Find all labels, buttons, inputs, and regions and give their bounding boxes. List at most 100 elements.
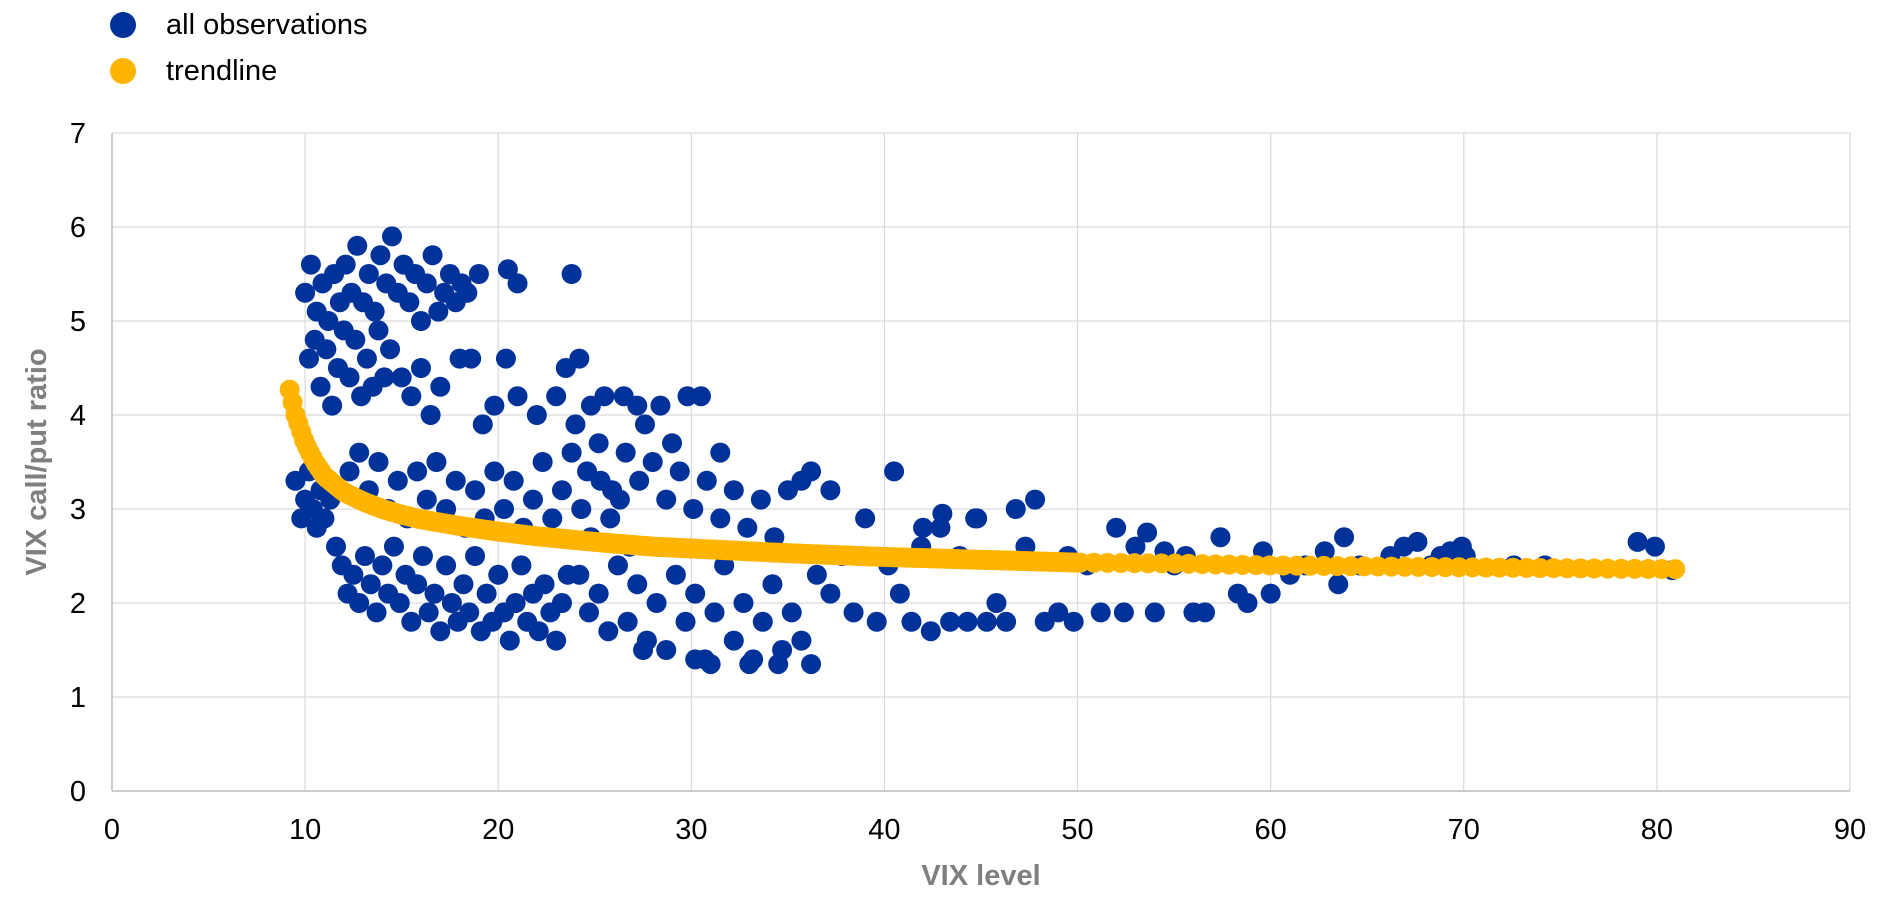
- observation-point-178: [617, 611, 638, 632]
- observation-point-217: [957, 611, 978, 632]
- observation-point-197: [801, 654, 822, 675]
- observation-point-74: [571, 499, 592, 519]
- observation-point-234: [1090, 602, 1111, 623]
- observation-point-53: [368, 452, 389, 472]
- observation-point-206: [843, 602, 864, 623]
- observation-point-245: [1210, 527, 1231, 548]
- observation-point-55: [387, 470, 408, 491]
- observation-point-12: [343, 564, 364, 585]
- observation-point-138: [507, 386, 528, 407]
- observation-point-160: [656, 489, 677, 510]
- observation-point-26: [424, 583, 445, 604]
- observation-point-166: [737, 517, 758, 538]
- observation-point-32: [459, 602, 480, 623]
- observation-point-192: [752, 611, 773, 632]
- observation-point-93: [370, 245, 391, 266]
- observation-point-103: [428, 301, 449, 322]
- legend-label-trendline: trendline: [166, 54, 278, 87]
- observation-point-184: [675, 611, 696, 632]
- observation-point-31: [453, 574, 474, 595]
- y-tick-label-7: 7: [70, 118, 86, 150]
- observation-point-61: [445, 470, 466, 491]
- trendline-point-317: [1665, 559, 1686, 580]
- observation-point-247: [1237, 593, 1258, 613]
- observation-point-148: [650, 395, 671, 416]
- observation-point-222: [1005, 499, 1026, 519]
- observation-point-229: [884, 461, 905, 482]
- observation-point-72: [551, 480, 572, 501]
- observation-point-67: [503, 470, 524, 491]
- observation-point-147: [634, 414, 655, 435]
- x-tick-label-2: 20: [482, 814, 514, 846]
- observation-point-165: [723, 480, 744, 501]
- observation-point-70: [532, 452, 553, 472]
- observation-point-65: [484, 461, 505, 482]
- observation-point-98: [399, 292, 420, 313]
- observation-point-116: [316, 339, 337, 360]
- observation-point-45: [534, 574, 555, 595]
- observation-point-89: [347, 235, 368, 256]
- observation-point-28: [436, 555, 457, 576]
- observation-point-185: [685, 583, 706, 604]
- observation-point-189: [723, 630, 744, 651]
- observation-point-140: [546, 386, 567, 407]
- observation-point-226: [1048, 602, 1069, 623]
- observation-point-58: [416, 489, 437, 510]
- observation-point-152: [710, 442, 731, 463]
- observation-point-115: [310, 376, 331, 397]
- legend-label-observations: all observations: [166, 8, 368, 41]
- observation-point-164: [710, 508, 731, 529]
- observation-point-159: [642, 452, 663, 472]
- observation-point-193: [762, 574, 783, 595]
- observation-point-224: [1025, 489, 1046, 510]
- observation-point-14: [354, 546, 375, 566]
- observation-point-113: [298, 348, 319, 369]
- observation-point-84: [318, 311, 339, 331]
- observation-point-87: [335, 254, 356, 275]
- observation-point-202: [633, 640, 654, 660]
- y-tick-label-0: 0: [70, 776, 86, 808]
- observation-point-254: [1334, 527, 1355, 548]
- observation-point-175: [588, 583, 609, 604]
- observation-point-57: [407, 461, 428, 482]
- observation-point-135: [472, 414, 493, 435]
- x-tick-label-8: 80: [1641, 814, 1673, 846]
- observation-point-181: [646, 593, 667, 613]
- observation-point-29: [441, 593, 462, 613]
- observation-point-33: [465, 546, 486, 566]
- observation-point-7: [314, 508, 335, 529]
- x-tick-label-3: 30: [675, 814, 707, 846]
- observation-point-161: [669, 461, 690, 482]
- observation-point-59: [426, 452, 447, 472]
- observation-point-35: [476, 583, 497, 604]
- observation-point-47: [546, 630, 567, 651]
- observation-point-237: [1125, 536, 1146, 557]
- observation-point-220: [986, 593, 1007, 613]
- observation-point-51: [349, 442, 370, 463]
- observation-point-171: [801, 461, 822, 482]
- series-observations: [285, 226, 1683, 675]
- observation-point-9: [326, 536, 347, 557]
- observation-point-179: [627, 574, 648, 595]
- observation-point-112: [561, 264, 582, 284]
- observation-point-20: [389, 593, 410, 613]
- observation-point-44: [528, 621, 549, 642]
- observation-point-204: [820, 583, 841, 604]
- observation-point-69: [522, 489, 543, 510]
- legend-item-trendline: trendline: [110, 48, 368, 94]
- observation-point-19: [383, 536, 404, 557]
- x-tick-label-7: 70: [1448, 814, 1480, 846]
- observation-point-195: [781, 602, 802, 623]
- y-tick-label-2: 2: [70, 588, 86, 620]
- observation-point-109: [468, 264, 489, 284]
- observation-point-213: [920, 621, 941, 642]
- observation-point-73: [561, 442, 582, 463]
- observation-point-253: [1328, 574, 1349, 595]
- observation-point-25: [418, 602, 439, 623]
- legend-item-observations: all observations: [110, 2, 368, 48]
- x-tick-label-0: 0: [104, 814, 120, 846]
- observation-point-210: [889, 583, 910, 604]
- observation-point-188: [714, 555, 735, 576]
- observation-point-136: [484, 395, 505, 416]
- observation-point-24: [412, 546, 433, 566]
